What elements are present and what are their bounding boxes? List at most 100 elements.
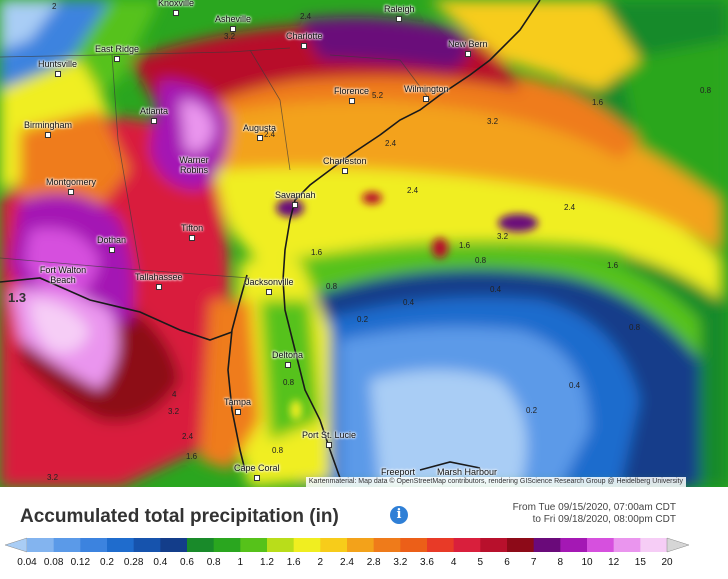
scale-swatch: [293, 538, 321, 552]
scale-swatch: [267, 538, 295, 552]
scale-tick-label: 0.8: [206, 557, 221, 568]
scale-tick-label: 5: [477, 557, 484, 568]
city-label[interactable]: Tallahassee: [135, 272, 183, 290]
scale-swatch: [640, 538, 668, 552]
contour-label: 0.4: [403, 298, 415, 307]
scale-swatch: [320, 538, 348, 552]
scale-tick-label: 2: [317, 557, 324, 568]
contour-label: 2.4: [407, 186, 419, 195]
scale-swatch: [453, 538, 481, 552]
scale-swatch: [480, 538, 508, 552]
city-label[interactable]: Tampa: [224, 397, 252, 415]
contour-label: 0.8: [272, 446, 284, 455]
map-attribution: Kartenmaterial: Map data © OpenStreetMap…: [305, 477, 686, 487]
scale-tick-label: 15: [634, 557, 646, 568]
city-label[interactable]: Deltona: [272, 350, 304, 368]
city-label[interactable]: Charleston: [323, 156, 367, 174]
contour-label: 4: [172, 390, 177, 399]
city-label[interactable]: Huntsville: [38, 59, 78, 77]
scale-tick-label: 0.08: [43, 557, 64, 568]
contour-label: 0.8: [629, 323, 641, 332]
city-label[interactable]: Freeport: [381, 467, 416, 477]
contour-label: 0.2: [526, 406, 538, 415]
scale-tick-label: 7: [530, 557, 537, 568]
precipitation-field: [0, 0, 728, 487]
city-label[interactable]: Florence: [334, 86, 370, 104]
city-label[interactable]: Charlotte: [286, 31, 323, 49]
contour-label: 0.8: [700, 86, 712, 95]
city-label[interactable]: Port St. Lucie: [302, 430, 357, 448]
city-label[interactable]: Dothan: [97, 235, 127, 253]
color-scale-labels: 0.04 0.08 0.12 0.2 0.28 0.4 0.6 0.8 1 1.2 1.6 2 2.4 2…: [5, 557, 689, 571]
contour-label: 3.2: [47, 473, 59, 482]
scale-tick-label: 8: [557, 557, 564, 568]
city-label[interactable]: Tifton: [181, 223, 204, 241]
contour-label: 2: [52, 2, 57, 11]
contour-label: 5.2: [372, 91, 384, 100]
scale-arrow-low: [5, 537, 28, 553]
city-label[interactable]: New Bern: [448, 39, 488, 57]
scale-swatch: [560, 538, 588, 552]
city-label[interactable]: Marsh Harbour: [437, 467, 498, 477]
scale-swatch: [107, 538, 135, 552]
scale-swatch: [160, 538, 188, 552]
scale-tick-label: 2.4: [340, 557, 354, 568]
contour-label: 0.8: [326, 282, 338, 291]
scale-swatch: [373, 538, 401, 552]
scale-tick-label: 2.8: [366, 557, 381, 568]
scale-tick-label: 0.6: [180, 557, 194, 568]
city-label[interactable]: Asheville: [215, 14, 252, 32]
city-label[interactable]: Savannah: [275, 190, 316, 208]
range-from: From Tue 09/15/2020, 07:00am CDT: [512, 502, 676, 513]
contour-label: 2.4: [300, 12, 312, 21]
city-label[interactable]: Montgomery: [46, 177, 97, 195]
contour-label: 1.6: [607, 261, 619, 270]
scale-swatch: [427, 538, 455, 552]
scale-tick-label: 1.2: [260, 557, 274, 568]
scale-tick-label: 12: [608, 557, 620, 568]
page-title: Accumulated total precipitation (in): [20, 506, 339, 527]
city-label[interactable]: Fort Walton Beach: [39, 265, 87, 285]
city-label[interactable]: Wilmington: [404, 84, 449, 102]
city-label[interactable]: East Ridge: [95, 44, 140, 62]
scale-tick-label: 0.2: [100, 557, 114, 568]
contour-label: 1.6: [459, 241, 471, 250]
contour-label: 1.6: [592, 98, 604, 107]
city-label[interactable]: Augusta: [243, 123, 277, 141]
scale-swatch: [400, 538, 428, 552]
scale-tick-label: 6: [504, 557, 510, 568]
precipitation-map[interactable]: Knoxville Asheville Raleigh Charlotte Ea…: [0, 0, 728, 487]
scale-tick-label: 1: [237, 557, 244, 568]
scale-tick-label: 4: [450, 557, 457, 568]
contour-label: 0.4: [569, 381, 581, 390]
scale-swatch: [80, 538, 108, 552]
contour-label: 2.4: [182, 432, 194, 441]
city-label[interactable]: Atlanta: [140, 106, 169, 124]
scale-swatch: [53, 538, 81, 552]
scale-tick-label: 3.2: [393, 557, 408, 568]
city-label[interactable]: Raleigh: [384, 4, 415, 22]
scale-arrow-high: [666, 537, 689, 553]
time-range: From Tue 09/15/2020, 07:00am CDT to Fri …: [513, 502, 676, 526]
scale-swatch: [533, 538, 561, 552]
scale-swatch: [347, 538, 375, 552]
scale-swatch: [507, 538, 535, 552]
contour-label: 2.4: [385, 139, 397, 148]
scale-tick-label: 1.6: [286, 557, 301, 568]
city-label[interactable]: Birmingham: [24, 120, 73, 138]
contour-label: 0.8: [283, 378, 295, 387]
city-label[interactable]: Cape Coral: [234, 463, 280, 481]
contour-label: 3.2: [224, 32, 236, 41]
contour-label: 1.3: [8, 290, 27, 305]
scale-swatch: [27, 538, 55, 552]
scale-swatch: [133, 538, 161, 552]
city-label[interactable]: Knoxville: [158, 0, 195, 16]
city-label[interactable]: Jacksonville: [245, 277, 294, 295]
contour-label: 3.2: [168, 407, 180, 416]
contour-label: 0.8: [475, 256, 487, 265]
scale-swatch: [613, 538, 641, 552]
color-scale: [5, 537, 689, 553]
city-label[interactable]: Warner Robins: [179, 155, 209, 175]
info-icon[interactable]: i: [390, 506, 408, 524]
scale-tick-label: 0.12: [70, 557, 91, 568]
